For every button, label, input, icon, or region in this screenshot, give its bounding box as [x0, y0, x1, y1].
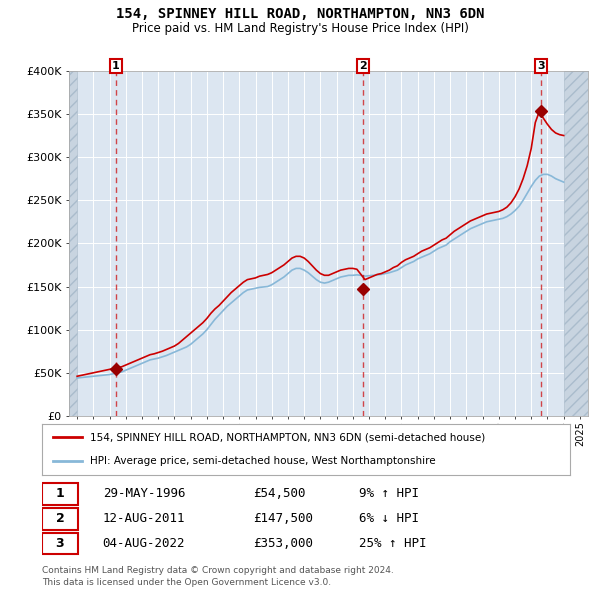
- Text: 2: 2: [56, 512, 64, 525]
- Text: 12-AUG-2011: 12-AUG-2011: [103, 512, 185, 525]
- Text: 9% ↑ HPI: 9% ↑ HPI: [359, 487, 419, 500]
- Bar: [563, 71, 588, 416]
- FancyBboxPatch shape: [42, 508, 78, 529]
- Text: £147,500: £147,500: [253, 512, 313, 525]
- Text: 3: 3: [56, 537, 64, 550]
- Text: 3: 3: [538, 61, 545, 71]
- Text: 1: 1: [112, 61, 119, 71]
- Text: Price paid vs. HM Land Registry's House Price Index (HPI): Price paid vs. HM Land Registry's House …: [131, 22, 469, 35]
- Text: Contains HM Land Registry data © Crown copyright and database right 2024.: Contains HM Land Registry data © Crown c…: [42, 566, 394, 575]
- Text: This data is licensed under the Open Government Licence v3.0.: This data is licensed under the Open Gov…: [42, 578, 331, 587]
- Text: 2: 2: [359, 61, 367, 71]
- Text: HPI: Average price, semi-detached house, West Northamptonshire: HPI: Average price, semi-detached house,…: [89, 456, 435, 466]
- Text: 154, SPINNEY HILL ROAD, NORTHAMPTON, NN3 6DN: 154, SPINNEY HILL ROAD, NORTHAMPTON, NN3…: [116, 8, 484, 21]
- Text: 154, SPINNEY HILL ROAD, NORTHAMPTON, NN3 6DN (semi-detached house): 154, SPINNEY HILL ROAD, NORTHAMPTON, NN3…: [89, 432, 485, 442]
- Text: 25% ↑ HPI: 25% ↑ HPI: [359, 537, 426, 550]
- Bar: [69, 71, 77, 416]
- Text: 6% ↓ HPI: 6% ↓ HPI: [359, 512, 419, 525]
- Text: 1: 1: [56, 487, 64, 500]
- Text: £353,000: £353,000: [253, 537, 313, 550]
- Text: 04-AUG-2022: 04-AUG-2022: [103, 537, 185, 550]
- Text: 29-MAY-1996: 29-MAY-1996: [103, 487, 185, 500]
- FancyBboxPatch shape: [42, 533, 78, 555]
- Text: £54,500: £54,500: [253, 487, 306, 500]
- FancyBboxPatch shape: [42, 483, 78, 504]
